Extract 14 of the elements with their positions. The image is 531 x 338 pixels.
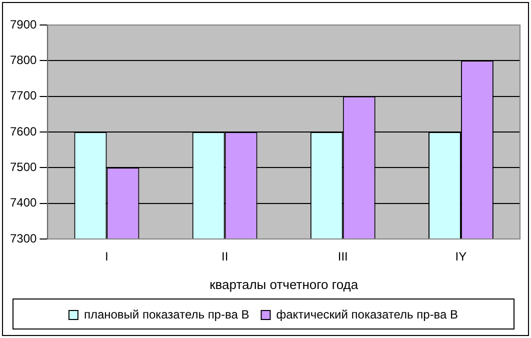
y-tick-label: 7300	[10, 231, 38, 246]
legend-label: плановый показатель пр-ва В	[84, 307, 250, 322]
y-tick-label: 7900	[10, 17, 38, 32]
x-tick-label: I	[105, 250, 108, 264]
legend-label: фактический показатель пр-ва В	[276, 307, 458, 322]
x-tick-label: III	[338, 250, 348, 264]
y-tick-label: 7700	[10, 88, 38, 103]
x-axis-title: кварталы отчетного года	[210, 276, 359, 292]
y-tick-label: 7800	[10, 52, 38, 67]
y-tick-label: 7600	[10, 124, 38, 138]
y-tick-label: 7500	[10, 160, 38, 174]
x-tick-label: II	[221, 250, 228, 264]
y-tick-label: 7400	[10, 196, 38, 210]
x-tick-label: IY	[455, 250, 467, 264]
